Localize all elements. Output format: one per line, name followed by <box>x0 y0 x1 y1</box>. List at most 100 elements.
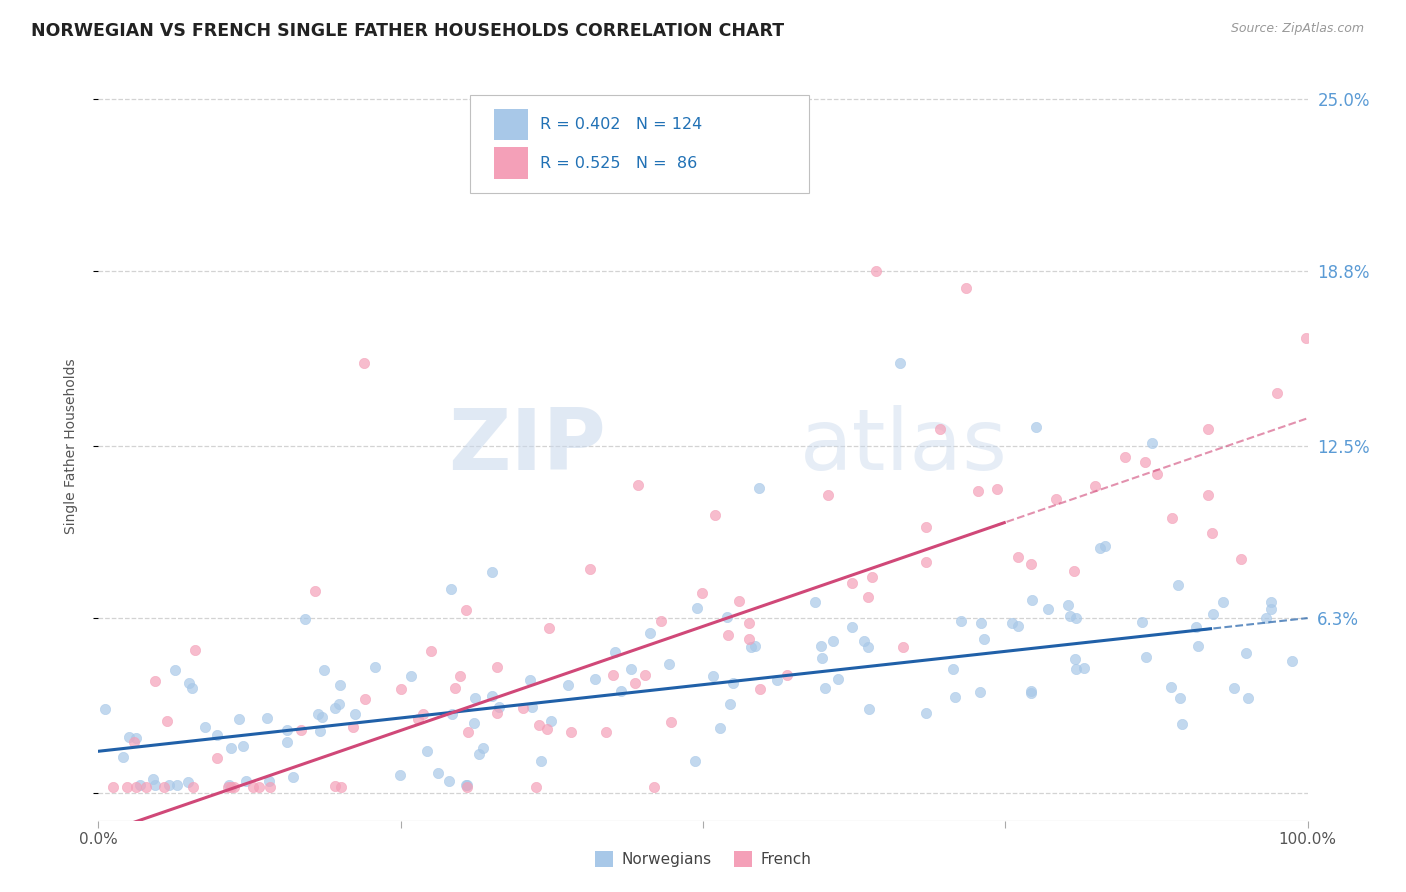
Point <box>194 720 217 734</box>
Point <box>1295 331 1317 345</box>
Point <box>307 707 329 722</box>
Point <box>928 422 950 436</box>
Point <box>643 780 665 795</box>
Point <box>602 668 624 682</box>
Point <box>575 161 598 176</box>
Point <box>481 565 503 579</box>
Point <box>129 778 152 792</box>
Point <box>583 672 606 686</box>
Point <box>276 723 298 738</box>
Point <box>449 668 471 682</box>
Point <box>949 614 972 628</box>
Point <box>309 723 332 738</box>
Point <box>464 691 486 706</box>
Point <box>856 591 879 605</box>
Point <box>242 780 264 795</box>
Point <box>257 774 280 789</box>
Point <box>967 484 990 499</box>
Point <box>122 735 145 749</box>
Point <box>1234 646 1257 660</box>
Point <box>1202 607 1225 621</box>
Point <box>112 749 135 764</box>
Point <box>94 702 117 716</box>
Point <box>841 575 863 590</box>
Point <box>228 712 250 726</box>
Point <box>290 723 312 737</box>
Point <box>142 772 165 787</box>
Point <box>427 766 450 780</box>
Text: R = 0.525   N =  86: R = 0.525 N = 86 <box>540 155 697 170</box>
Point <box>1007 619 1029 633</box>
Point <box>153 780 176 795</box>
Point <box>420 644 443 658</box>
Point <box>457 724 479 739</box>
Point <box>444 681 467 696</box>
Point <box>1135 455 1157 469</box>
Point <box>1059 608 1081 623</box>
Point <box>811 651 834 665</box>
Point <box>1084 479 1107 493</box>
Point <box>624 675 647 690</box>
Point <box>738 616 761 631</box>
Point <box>1045 491 1067 506</box>
Point <box>817 488 839 502</box>
Point <box>527 718 550 732</box>
Point <box>524 780 547 795</box>
Point <box>827 673 849 687</box>
Point <box>560 725 582 739</box>
Point <box>259 780 281 795</box>
Point <box>415 744 437 758</box>
Point <box>456 780 478 795</box>
Point <box>740 640 762 654</box>
Point <box>721 675 744 690</box>
Point <box>354 692 377 706</box>
Point <box>914 520 936 534</box>
Y-axis label: Single Father Households: Single Father Households <box>63 359 77 533</box>
Point <box>232 739 254 754</box>
Point <box>440 707 463 722</box>
Point <box>217 780 239 795</box>
Point <box>744 639 766 653</box>
Point <box>540 714 562 728</box>
Point <box>969 685 991 699</box>
Point <box>1161 511 1184 525</box>
Point <box>467 747 489 761</box>
Point <box>530 754 553 768</box>
Point <box>247 780 270 795</box>
Point <box>865 264 887 278</box>
Point <box>1001 615 1024 630</box>
Point <box>311 710 333 724</box>
Point <box>1254 610 1277 624</box>
Point <box>388 768 411 782</box>
Point <box>1237 690 1260 705</box>
Point <box>177 775 200 789</box>
Point <box>439 582 461 597</box>
Point <box>1223 681 1246 695</box>
Point <box>454 603 477 617</box>
Point <box>557 678 579 692</box>
Point <box>686 600 709 615</box>
Point <box>1019 684 1042 698</box>
Point <box>659 714 682 729</box>
Point <box>728 593 751 607</box>
Point <box>720 697 742 711</box>
Point <box>205 751 228 765</box>
Point <box>166 778 188 792</box>
Point <box>810 639 832 653</box>
Point <box>1025 419 1047 434</box>
Point <box>889 356 911 370</box>
Point <box>1090 541 1112 555</box>
Point <box>389 682 412 697</box>
Point <box>716 609 738 624</box>
Point <box>143 673 166 688</box>
Point <box>512 701 534 715</box>
Point <box>748 481 770 495</box>
Point <box>256 711 278 725</box>
Point <box>520 700 543 714</box>
Point <box>406 712 429 726</box>
Point <box>1171 716 1194 731</box>
Point <box>1230 552 1253 566</box>
Point <box>942 662 965 676</box>
Bar <box>494 109 527 140</box>
Point <box>1170 691 1192 706</box>
